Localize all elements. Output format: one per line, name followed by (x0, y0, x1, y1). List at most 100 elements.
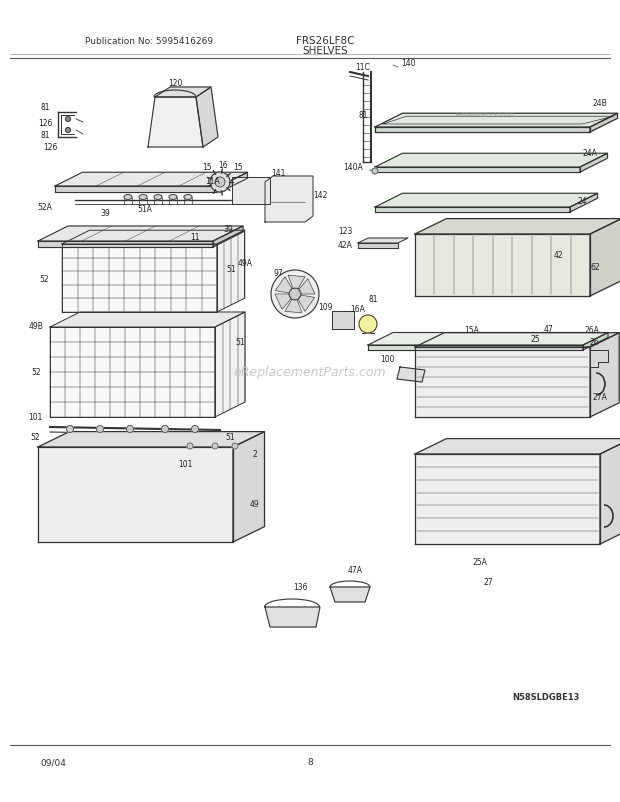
Text: 15: 15 (202, 162, 212, 172)
Text: 52A: 52A (38, 202, 53, 211)
Circle shape (66, 426, 74, 433)
Circle shape (126, 426, 133, 433)
Text: 27A: 27A (593, 393, 608, 402)
Circle shape (97, 426, 104, 433)
Circle shape (359, 316, 377, 334)
Polygon shape (38, 227, 243, 241)
Circle shape (210, 172, 230, 192)
Ellipse shape (184, 195, 192, 200)
Polygon shape (375, 128, 590, 133)
Polygon shape (397, 367, 425, 383)
Text: 49: 49 (250, 500, 260, 508)
Polygon shape (375, 154, 608, 168)
Text: 136: 136 (293, 583, 308, 592)
Polygon shape (62, 231, 244, 245)
Polygon shape (590, 219, 620, 297)
Polygon shape (600, 439, 620, 545)
Text: 49B: 49B (29, 322, 43, 331)
Text: 26A: 26A (585, 326, 600, 335)
Polygon shape (375, 168, 580, 172)
Text: 123: 123 (338, 226, 352, 235)
Circle shape (372, 168, 378, 175)
Text: 09/04: 09/04 (40, 758, 66, 767)
Polygon shape (38, 448, 233, 542)
Text: 52: 52 (30, 433, 40, 442)
Text: 24B: 24B (593, 99, 608, 107)
Text: eReplacementParts.com: eReplacementParts.com (456, 111, 515, 116)
Text: 24A: 24A (583, 148, 598, 157)
Text: 140A: 140A (343, 164, 363, 172)
Text: 25: 25 (530, 335, 540, 344)
Text: 25A: 25A (472, 558, 487, 567)
Polygon shape (288, 276, 305, 290)
Polygon shape (196, 88, 218, 148)
Polygon shape (590, 114, 618, 133)
Ellipse shape (169, 195, 177, 200)
Text: FRS26LF8C: FRS26LF8C (296, 36, 354, 46)
Ellipse shape (154, 195, 162, 200)
Circle shape (66, 117, 71, 123)
Polygon shape (298, 296, 315, 312)
Text: 81: 81 (358, 111, 368, 119)
Polygon shape (285, 300, 302, 314)
Polygon shape (368, 333, 608, 346)
Text: 2: 2 (252, 450, 257, 459)
Text: 51: 51 (235, 338, 245, 347)
Text: 81: 81 (368, 295, 378, 304)
Text: 47A: 47A (347, 565, 363, 575)
Polygon shape (62, 245, 217, 313)
Text: 81: 81 (40, 103, 50, 112)
Polygon shape (415, 439, 620, 455)
Polygon shape (375, 194, 598, 208)
Text: 24: 24 (577, 196, 587, 205)
Text: 8: 8 (307, 758, 313, 767)
Polygon shape (233, 432, 265, 542)
Text: Publication No: 5995416269: Publication No: 5995416269 (85, 36, 213, 46)
Polygon shape (590, 334, 619, 418)
Text: 52: 52 (31, 368, 41, 377)
Text: 39: 39 (223, 225, 233, 234)
Text: 140: 140 (401, 59, 415, 67)
Polygon shape (275, 277, 292, 294)
Text: 47: 47 (543, 325, 553, 334)
Polygon shape (220, 173, 247, 192)
Polygon shape (332, 312, 354, 330)
Polygon shape (232, 178, 270, 205)
Text: 11: 11 (190, 233, 200, 242)
Text: 62: 62 (590, 263, 600, 272)
Text: 51: 51 (225, 433, 235, 442)
Text: N58SLDGBE13: N58SLDGBE13 (513, 693, 580, 702)
Ellipse shape (139, 195, 147, 200)
Circle shape (271, 270, 319, 318)
Text: 11A: 11A (206, 176, 220, 185)
Polygon shape (275, 294, 291, 310)
Polygon shape (590, 350, 608, 367)
Text: 81: 81 (40, 132, 50, 140)
Polygon shape (375, 208, 570, 213)
Polygon shape (368, 346, 583, 350)
Polygon shape (415, 219, 620, 235)
Text: 16: 16 (218, 160, 228, 169)
Polygon shape (330, 587, 370, 602)
Text: 142: 142 (313, 191, 327, 200)
Polygon shape (148, 98, 203, 148)
Text: 100: 100 (379, 355, 394, 364)
Polygon shape (155, 88, 211, 98)
Polygon shape (265, 176, 313, 223)
Text: 141: 141 (271, 168, 285, 177)
Polygon shape (55, 187, 220, 192)
Text: 15A: 15A (464, 326, 479, 335)
Text: 101: 101 (28, 413, 42, 422)
Text: 97: 97 (273, 268, 283, 277)
Polygon shape (213, 227, 243, 248)
Polygon shape (570, 194, 598, 213)
Polygon shape (38, 432, 265, 448)
Circle shape (192, 426, 198, 433)
Circle shape (187, 444, 193, 449)
Polygon shape (215, 313, 245, 418)
Polygon shape (580, 154, 608, 172)
Polygon shape (55, 173, 247, 187)
Text: 42: 42 (553, 250, 563, 259)
Polygon shape (583, 333, 608, 350)
Text: 16A: 16A (350, 305, 365, 314)
